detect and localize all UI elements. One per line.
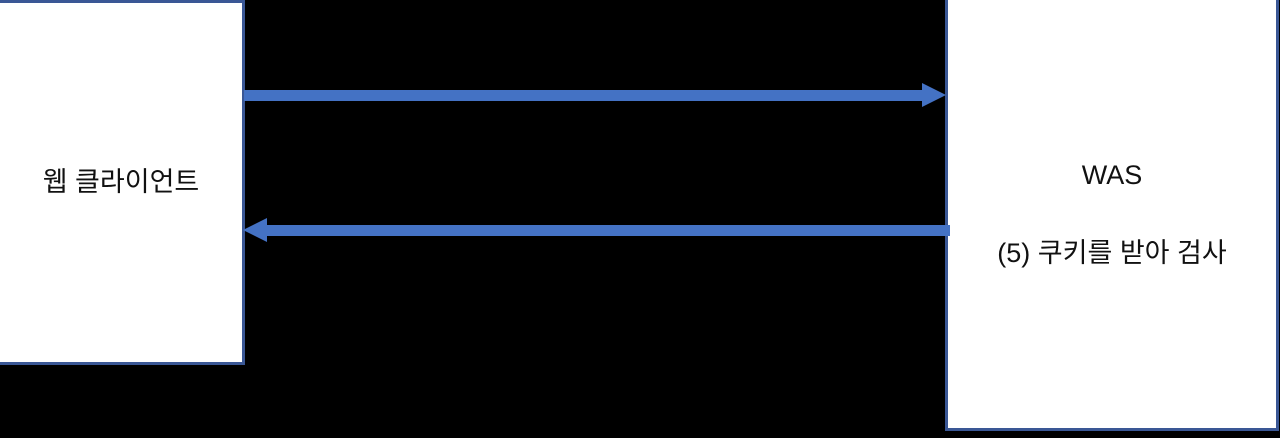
arrow-right-icon bbox=[244, 83, 946, 107]
node-was-sublabel: (5) 쿠키를 받아 검사 bbox=[997, 238, 1227, 268]
node-web-client[interactable]: 웹 클라이언트 bbox=[0, 0, 245, 365]
node-web-client-label: 웹 클라이언트 bbox=[42, 167, 200, 198]
arrow-left-icon bbox=[243, 218, 950, 242]
arrow-request-right bbox=[244, 82, 946, 108]
arrow-response-left bbox=[243, 217, 950, 243]
node-was[interactable]: WAS (5) 쿠키를 받아 검사 bbox=[945, 0, 1279, 431]
node-was-label: WAS bbox=[1081, 159, 1143, 190]
